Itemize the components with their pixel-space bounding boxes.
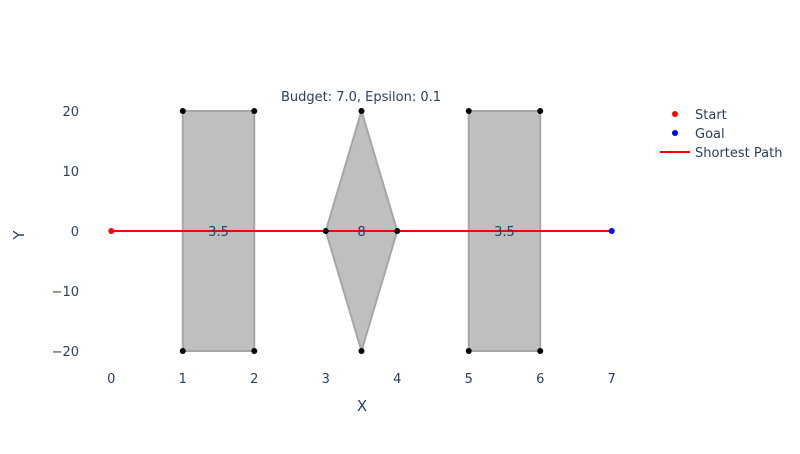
x-tick-label: 5: [465, 372, 473, 387]
y-tick-label: −20: [52, 345, 79, 360]
x-tick-label: 3: [322, 372, 330, 387]
x-tick-label: 2: [250, 372, 258, 387]
legend-item-start[interactable]: Start: [672, 108, 727, 123]
vertex-point-11: [465, 348, 472, 354]
y-tick-label: 10: [62, 165, 79, 180]
points-layer: [108, 228, 615, 234]
legend-swatch: [672, 130, 678, 136]
chart-title: Budget: 7.0, Epsilon: 0.1: [281, 90, 441, 105]
obstacle-labels-layer: 3.5 8 3.5: [208, 225, 515, 240]
legend-label: Goal: [695, 127, 725, 142]
vertex-point-7: [394, 228, 401, 234]
x-axis-title: X: [357, 397, 367, 415]
vertex-point-10: [537, 108, 544, 114]
vertex-point-1: [179, 108, 186, 114]
y-tick-label: 0: [71, 225, 79, 240]
vertex-point-9: [465, 108, 472, 114]
y-axis-title: Y: [10, 230, 28, 241]
legend[interactable]: Start Goal Shortest Path: [660, 108, 782, 161]
legend-item-shortest-path[interactable]: Shortest Path: [660, 146, 782, 161]
y-tick-label: −10: [52, 285, 79, 300]
obstacle-label-1: 3.5: [208, 225, 229, 240]
vertex-point-3: [179, 348, 186, 354]
x-tick-label: 1: [179, 372, 187, 387]
x-tick-label: 6: [536, 372, 544, 387]
legend-label: Shortest Path: [695, 146, 782, 161]
goal-point: [608, 228, 615, 234]
vertex-point-8: [358, 348, 365, 354]
x-tick-label: 0: [107, 372, 115, 387]
y-axis-ticks: −20 −10 0 10 20: [52, 105, 79, 360]
obstacle-label-3: 3.5: [494, 225, 515, 240]
obstacle-label-2: 8: [357, 225, 365, 240]
x-axis-ticks: 0 1 2 3 4 5 6 7: [107, 372, 616, 387]
vertices-layer: [179, 108, 544, 354]
legend-swatch: [672, 111, 678, 117]
vertex-point-5: [322, 228, 329, 234]
y-tick-label: 20: [62, 105, 79, 120]
vertex-point-2: [251, 108, 258, 114]
x-tick-label: 7: [608, 372, 616, 387]
x-tick-label: 4: [393, 372, 401, 387]
vertex-point-6: [358, 108, 365, 114]
vertex-point-4: [251, 348, 258, 354]
legend-item-goal[interactable]: Goal: [672, 127, 725, 142]
vertex-point-12: [537, 348, 544, 354]
start-point: [108, 228, 115, 234]
legend-label: Start: [695, 108, 727, 123]
